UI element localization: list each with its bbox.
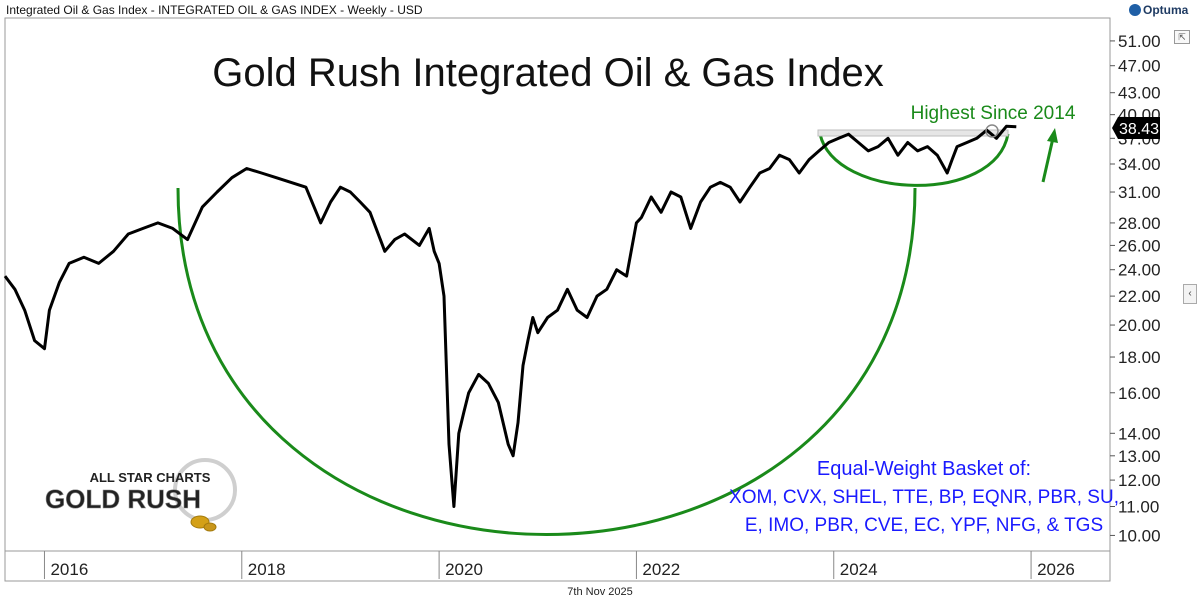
logo-line1: ALL STAR CHARTS — [90, 470, 211, 485]
callout-highest-since-2014: Highest Since 2014 — [911, 103, 1076, 124]
y-axis: 10.00 11.00 12.00 13.00 14.00 16.00 18.00 20.00… — [1110, 32, 1161, 545]
brand-logo[interactable]: Optuma — [1129, 3, 1188, 17]
last-value-label: 38.43 — [1119, 121, 1159, 138]
x-tick-label: 2022 — [642, 560, 680, 579]
y-tick-label: 20.00 — [1118, 316, 1161, 335]
y-tick-label: 47.00 — [1118, 57, 1161, 76]
basket-tickers-line2: E, IMO, PBR, CVE, EC, YPF, NFG, & TGS — [745, 515, 1103, 536]
y-tick-label: 43.00 — [1118, 84, 1161, 103]
x-tick-label: 2026 — [1037, 560, 1075, 579]
cup-arc — [176, 187, 917, 536]
x-tick-label: 2016 — [50, 560, 88, 579]
collapse-panel-chevron-icon[interactable]: ‹ — [1183, 284, 1197, 304]
optuma-icon — [1129, 4, 1141, 16]
y-tick-label: 28.00 — [1118, 214, 1161, 233]
basket-title: Equal-Weight Basket of: — [817, 458, 1031, 480]
footer-date: 7th Nov 2025 — [567, 586, 633, 598]
x-tick-label: 2020 — [445, 560, 483, 579]
y-tick-label: 34.00 — [1118, 155, 1161, 174]
y-tick-label: 24.00 — [1118, 261, 1161, 280]
x-tick-label: 2024 — [840, 560, 878, 579]
resistance-zone — [817, 129, 1009, 137]
basket-tickers-line1: XOM, CVX, SHEL, TTE, BP, EQNR, PBR, SU, — [729, 487, 1119, 508]
y-tick-label: 13.00 — [1118, 447, 1161, 466]
gold-rush-logo: ALL STAR CHARTS GOLD RUSH — [45, 458, 237, 532]
y-tick-label: 26.00 — [1118, 236, 1161, 255]
price-series-line — [3, 124, 1017, 508]
logo-line2: GOLD RUSH — [45, 484, 201, 514]
chart-header-title: Integrated Oil & Gas Index - INTEGRATED … — [6, 3, 423, 17]
y-tick-label: 16.00 — [1118, 384, 1161, 403]
last-value-tag: 38.43 — [1112, 117, 1160, 139]
handle-arc — [818, 133, 1010, 187]
y-tick-label: 31.00 — [1118, 183, 1161, 202]
chart-title: Gold Rush Integrated Oil & Gas Index — [212, 51, 883, 95]
gold-nugget-icon — [203, 522, 217, 532]
y-tick-label: 12.00 — [1118, 471, 1161, 490]
x-tick-label: 2018 — [248, 560, 286, 579]
x-axis-band — [4, 550, 1111, 582]
y-tick-label: 18.00 — [1118, 348, 1161, 367]
y-tick-label: 22.00 — [1118, 287, 1161, 306]
last-price-marker — [985, 124, 999, 138]
y-tick-label: 51.00 — [1118, 32, 1161, 51]
y-tick-label: 11.00 — [1118, 498, 1159, 517]
y-tick-label: 14.00 — [1118, 424, 1161, 443]
up-arrow — [1041, 128, 1058, 183]
x-axis: 2016 2018 2020 2022 2024 2026 — [43, 551, 1075, 579]
expand-icon[interactable]: ⇱ — [1174, 30, 1190, 44]
brand-name: Optuma — [1143, 3, 1189, 17]
y-tick-label: 10.00 — [1118, 526, 1161, 545]
